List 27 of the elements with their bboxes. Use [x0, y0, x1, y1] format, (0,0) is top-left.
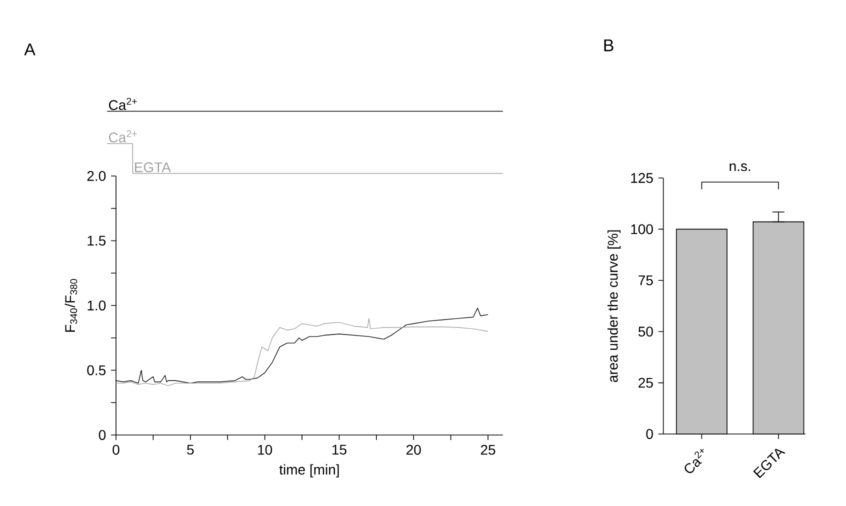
x-tick-label: 25 — [480, 444, 496, 455]
y-tick-label: 50 — [638, 326, 653, 337]
y-axis-title: area under the curve [%] — [608, 230, 621, 382]
y-tick-label: 25 — [638, 378, 653, 388]
x-tick-label: 15 — [332, 444, 346, 455]
chart-title: B — [604, 39, 614, 52]
y-tick-label: 125 — [631, 173, 653, 183]
x-tick-label: 10 — [258, 444, 272, 455]
text: Ca$^{2+}$ — [108, 130, 137, 142]
y-tick-label: 0 — [98, 430, 106, 440]
y-tick-label: 1.5 — [88, 236, 106, 246]
y-tick-label: 100 — [631, 224, 653, 234]
x-axis-title: time [min] — [279, 464, 339, 478]
y-tick-label: 2.0 — [87, 171, 106, 181]
y-tick-label: 0 — [646, 429, 653, 439]
chart-title: A — [24, 44, 36, 56]
x-tick-label: 0 — [112, 444, 120, 455]
text: n.s. — [730, 163, 750, 172]
text: EGTA — [135, 162, 171, 172]
x-tick-label: 20 — [406, 444, 421, 455]
y-tick-label: 75 — [638, 276, 653, 286]
y-tick-label: 0.5 — [87, 365, 106, 376]
x-tick-label: Ca$^{2+}$ — [684, 448, 704, 474]
x-tick-label: 5 — [187, 444, 194, 455]
y-axis-title: F$_{340}$/F$_{380}$ — [64, 279, 78, 332]
text: Ca$^{2+}$ — [108, 98, 137, 110]
y-tick-label: 1.0 — [88, 300, 106, 310]
